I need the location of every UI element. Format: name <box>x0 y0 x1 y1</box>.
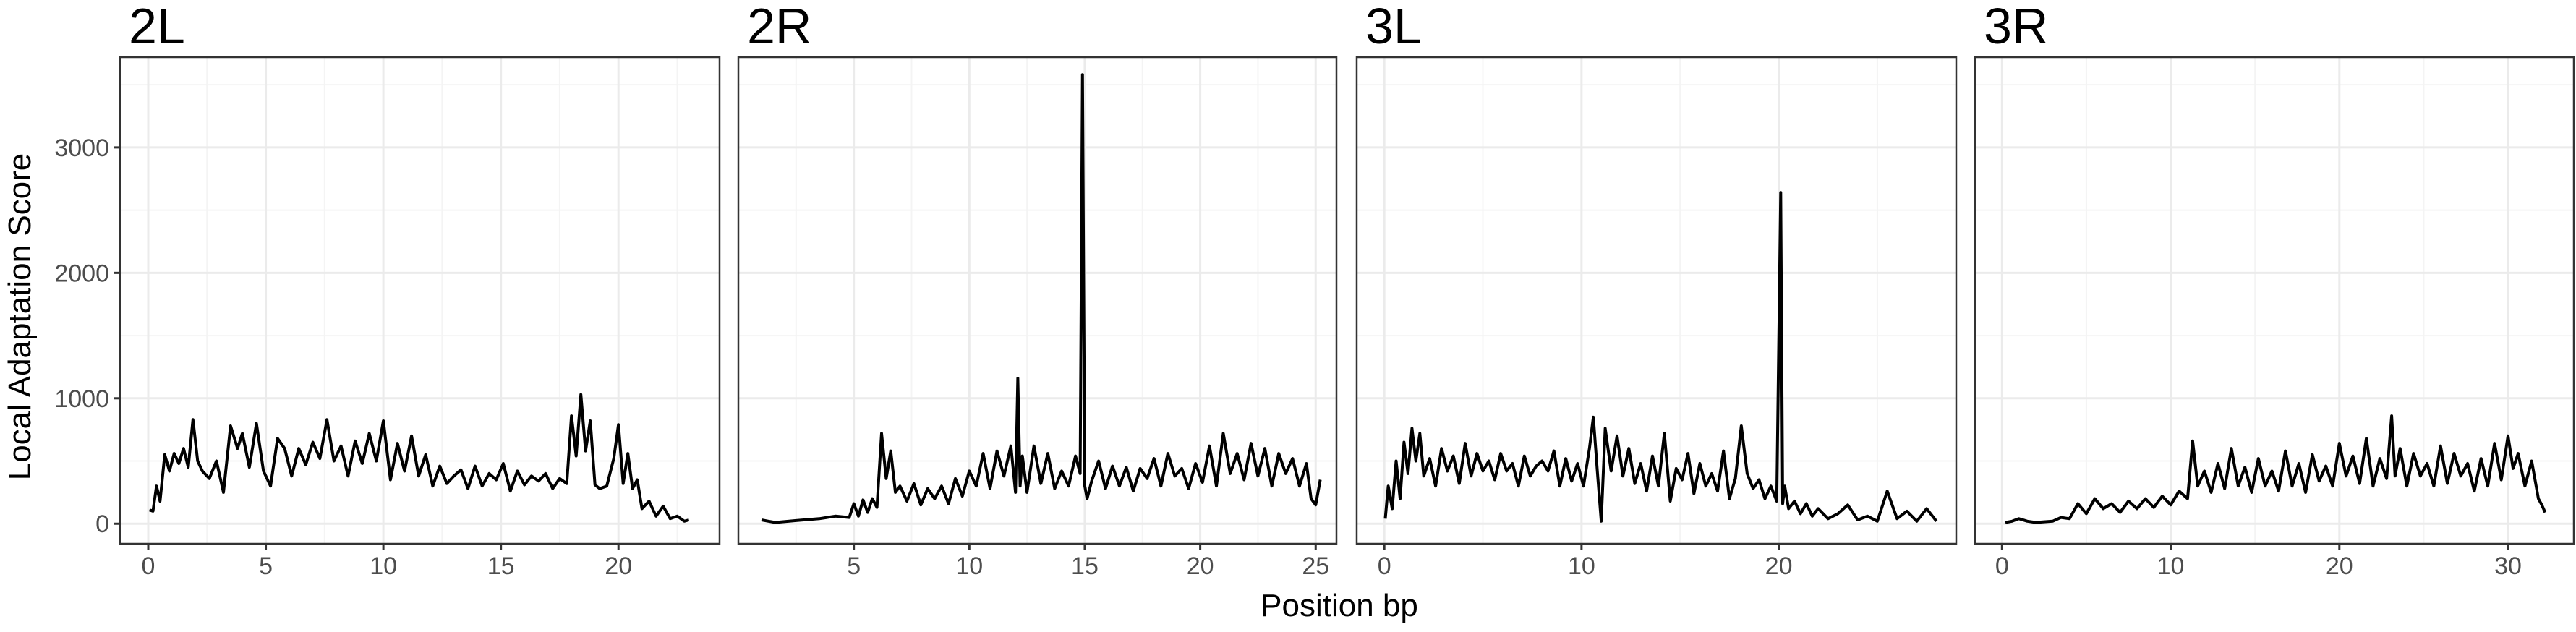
panel-border <box>1355 56 1958 545</box>
x-tick-label: 20 <box>605 552 632 580</box>
x-tick-label: 15 <box>487 552 515 580</box>
x-tick-label: 20 <box>1187 552 1214 580</box>
panel-background <box>1975 57 2574 544</box>
panel-title-3r: 3R <box>1984 0 2048 54</box>
x-axis-title: Position bp <box>1261 588 1418 623</box>
x-tick-label: 5 <box>259 552 273 580</box>
x-tick-label: 15 <box>1071 552 1099 580</box>
y-axis-title: Local Adaptation Score <box>2 153 38 481</box>
x-tick-label: 20 <box>2326 552 2353 580</box>
y-tick-label: 0 <box>95 511 109 538</box>
panel-background <box>120 57 720 544</box>
series-line-3r <box>2005 414 2547 524</box>
x-tick-label: 5 <box>847 552 861 580</box>
x-tick-label: 10 <box>955 552 983 580</box>
y-tick-label: 2000 <box>54 260 109 287</box>
x-tick-label: 0 <box>1995 552 2009 580</box>
x-tick-label: 10 <box>370 552 397 580</box>
panel-border <box>737 56 1338 545</box>
panel-3r: 3R 0 10 20 30 <box>1974 0 2575 580</box>
y-tick-label: 1000 <box>54 385 109 413</box>
panel-2r: 2R 5 10 15 20 25 <box>737 0 1338 580</box>
panel-background <box>1357 57 1956 544</box>
y-tick-label: 3000 <box>54 134 109 162</box>
panel-2l: 2L 0 5 10 15 20 0 1000 2000 3000 <box>54 0 721 580</box>
x-tick-label: 10 <box>2157 552 2185 580</box>
panel-border <box>1974 56 2575 545</box>
panel-border <box>119 56 721 545</box>
panel-title-2l: 2L <box>129 0 185 54</box>
x-tick-label: 10 <box>1568 552 1595 580</box>
panel-3l: 3L 0 10 20 <box>1355 0 1958 580</box>
x-tick-label: 30 <box>2494 552 2522 580</box>
series-line-2r <box>761 73 1322 524</box>
x-tick-label: 0 <box>1378 552 1391 580</box>
panel-title-2r: 2R <box>747 0 811 54</box>
panel-title-3l: 3L <box>1365 0 1422 54</box>
x-tick-label: 0 <box>142 552 155 580</box>
series-line-2l <box>148 393 690 523</box>
series-line-3l <box>1383 191 1938 523</box>
x-tick-label: 20 <box>1765 552 1793 580</box>
x-tick-label: 25 <box>1302 552 1329 580</box>
